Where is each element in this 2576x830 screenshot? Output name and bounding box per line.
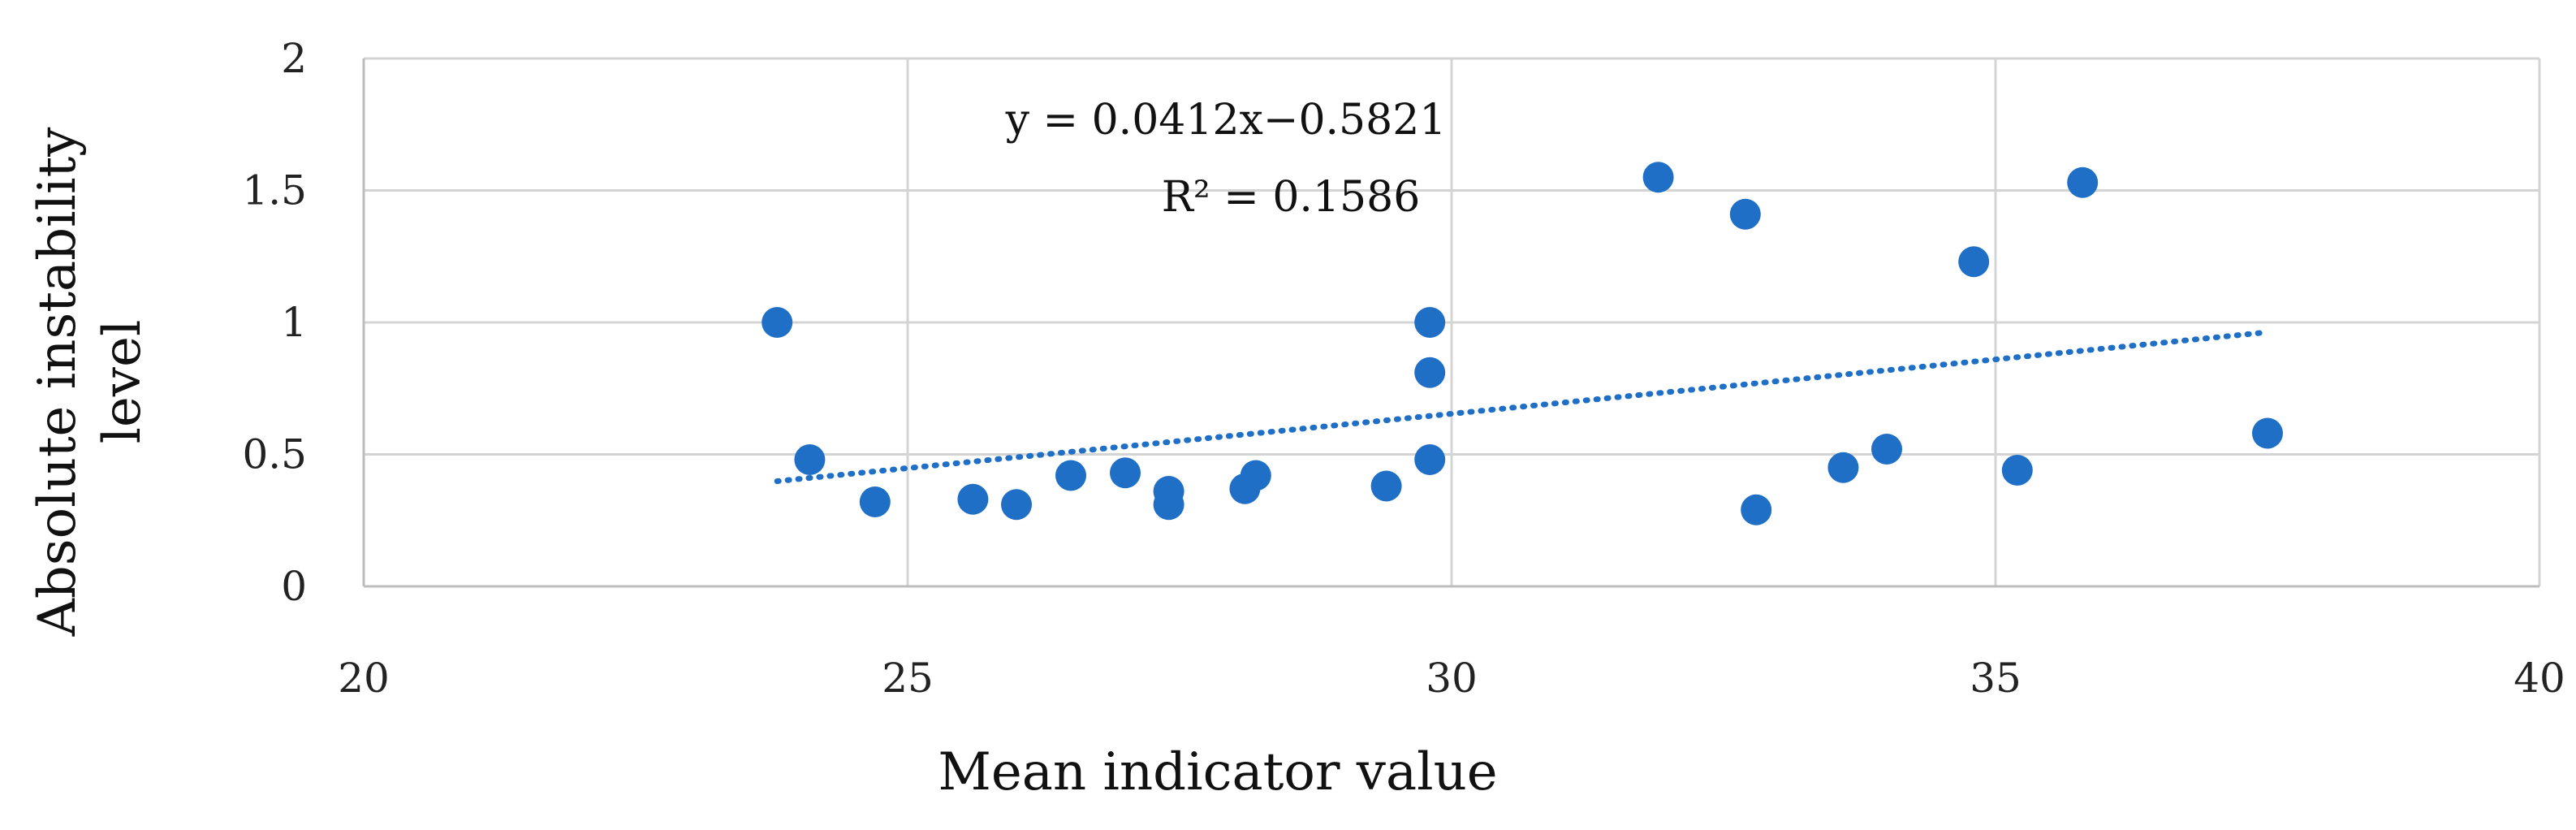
- x-tick-label: 25: [882, 655, 934, 702]
- data-point: [1827, 452, 1859, 483]
- data-point: [1370, 470, 1402, 502]
- x-tick-label: 40: [2513, 655, 2565, 702]
- data-point: [1110, 457, 1141, 489]
- data-point: [1642, 162, 1674, 193]
- data-point: [1871, 434, 1902, 465]
- y-tick-labels: 0 0.5 1 1.5 2: [242, 35, 307, 610]
- y-axis-title: Absolute instability level: [28, 128, 153, 638]
- y-tick-label: 1.5: [242, 167, 307, 214]
- trendline-r-squared: R² = 0.1586: [1162, 173, 1421, 222]
- x-tick-label: 35: [1970, 655, 2022, 702]
- grid-lines: [364, 57, 2541, 586]
- y-tick-label: 1: [281, 299, 307, 346]
- data-point: [2067, 166, 2099, 198]
- data-point: [2001, 455, 2033, 486]
- trendline-equation: y = 0.0412x−0.5821: [1005, 96, 1447, 145]
- data-point: [1741, 494, 1772, 525]
- data-point: [2252, 417, 2283, 449]
- x-tick-labels: 20 25 30 35 40: [338, 655, 2565, 702]
- chart-axes: [362, 58, 2539, 588]
- y-axis-title-line-2: level: [93, 320, 153, 444]
- data-point: [1414, 307, 1446, 338]
- trendline: [774, 329, 2271, 485]
- data-point: [1240, 460, 1271, 491]
- y-axis-title-line-1: Absolute instability: [28, 128, 88, 638]
- data-points: [762, 162, 2283, 525]
- y-tick-label: 0.5: [242, 431, 307, 478]
- data-point: [1958, 246, 1990, 278]
- y-tick-label: 0: [281, 563, 307, 610]
- data-point: [1414, 444, 1446, 475]
- data-point: [794, 444, 826, 475]
- data-point: [957, 483, 989, 515]
- y-tick-label: 2: [281, 35, 307, 82]
- data-point: [1729, 198, 1761, 230]
- data-point: [1001, 489, 1032, 521]
- data-point: [762, 307, 793, 338]
- data-point: [1153, 489, 1184, 521]
- x-tick-label: 30: [1426, 655, 1478, 702]
- x-tick-label: 20: [338, 655, 390, 702]
- trendline-group: [774, 329, 2271, 485]
- x-axis-title: Mean indicator value: [938, 742, 1497, 802]
- data-point: [1055, 460, 1086, 491]
- data-point: [859, 486, 891, 517]
- data-point: [1414, 357, 1446, 388]
